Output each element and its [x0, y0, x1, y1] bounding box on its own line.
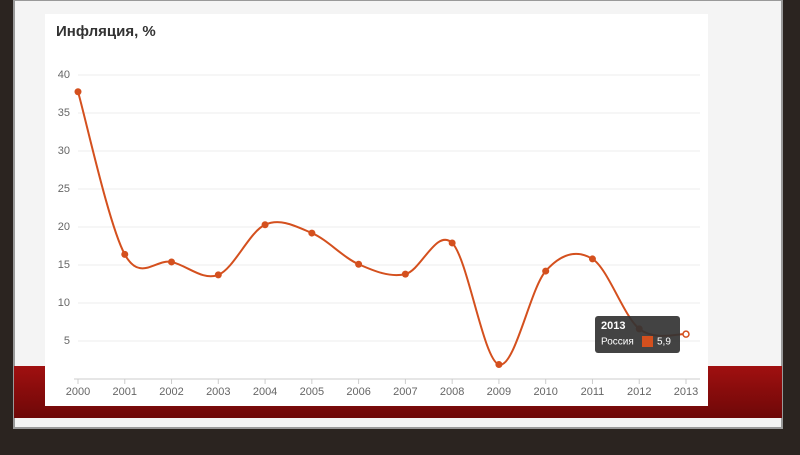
- y-tick-label: 10: [58, 297, 70, 309]
- point: [308, 229, 316, 237]
- x-tick-label: 2011: [581, 386, 605, 398]
- plot: 5 10 15 20 25 30 35 40 2000 2001 2002 2003 2004 2005 2…: [58, 69, 700, 398]
- point: [168, 258, 176, 266]
- point: [261, 221, 269, 229]
- x-tick-label: 2007: [393, 386, 417, 398]
- point: [682, 330, 690, 338]
- y-tick-label: 40: [58, 69, 70, 81]
- y-tick-label: 30: [58, 145, 70, 157]
- tooltip-value: 5,9: [657, 337, 671, 348]
- tooltip: 2013 Россия 5,9: [595, 316, 680, 353]
- point: [74, 88, 82, 96]
- point: [401, 270, 409, 278]
- x-tick-label: 2002: [159, 386, 183, 398]
- tooltip-box: [595, 316, 680, 353]
- point: [448, 239, 456, 247]
- y-tick-label: 25: [58, 183, 70, 195]
- x-tick-label: 2009: [487, 386, 511, 398]
- x-tick-label: 2005: [300, 386, 324, 398]
- tooltip-series: Россия: [601, 337, 634, 348]
- x-tick-label: 2006: [346, 386, 370, 398]
- chart-title: Инфляция, %: [56, 23, 156, 40]
- line: [77, 91, 687, 366]
- y-tick-label: 15: [58, 259, 70, 271]
- tooltip-swatch: [642, 336, 653, 347]
- point: [588, 255, 596, 263]
- y-tick-label: 5: [64, 335, 70, 347]
- point: [214, 271, 222, 279]
- y-tick-label: 20: [58, 221, 70, 233]
- x-tick-label: 2012: [627, 386, 651, 398]
- x-tick-label: 2013: [674, 386, 698, 398]
- x-tick-label: 2010: [533, 386, 557, 398]
- y-tick-label: 35: [58, 107, 70, 119]
- point: [542, 267, 550, 275]
- tooltip-title: 2013: [601, 320, 625, 332]
- point: [495, 361, 503, 369]
- x-tick-label: 2000: [66, 386, 90, 398]
- point: [121, 250, 129, 258]
- point: [355, 260, 363, 268]
- x-tick-label: 2001: [113, 386, 137, 398]
- x-tick-label: 2003: [206, 386, 230, 398]
- x-tick-label: 2004: [253, 386, 277, 398]
- x-tick-label: 2008: [440, 386, 464, 398]
